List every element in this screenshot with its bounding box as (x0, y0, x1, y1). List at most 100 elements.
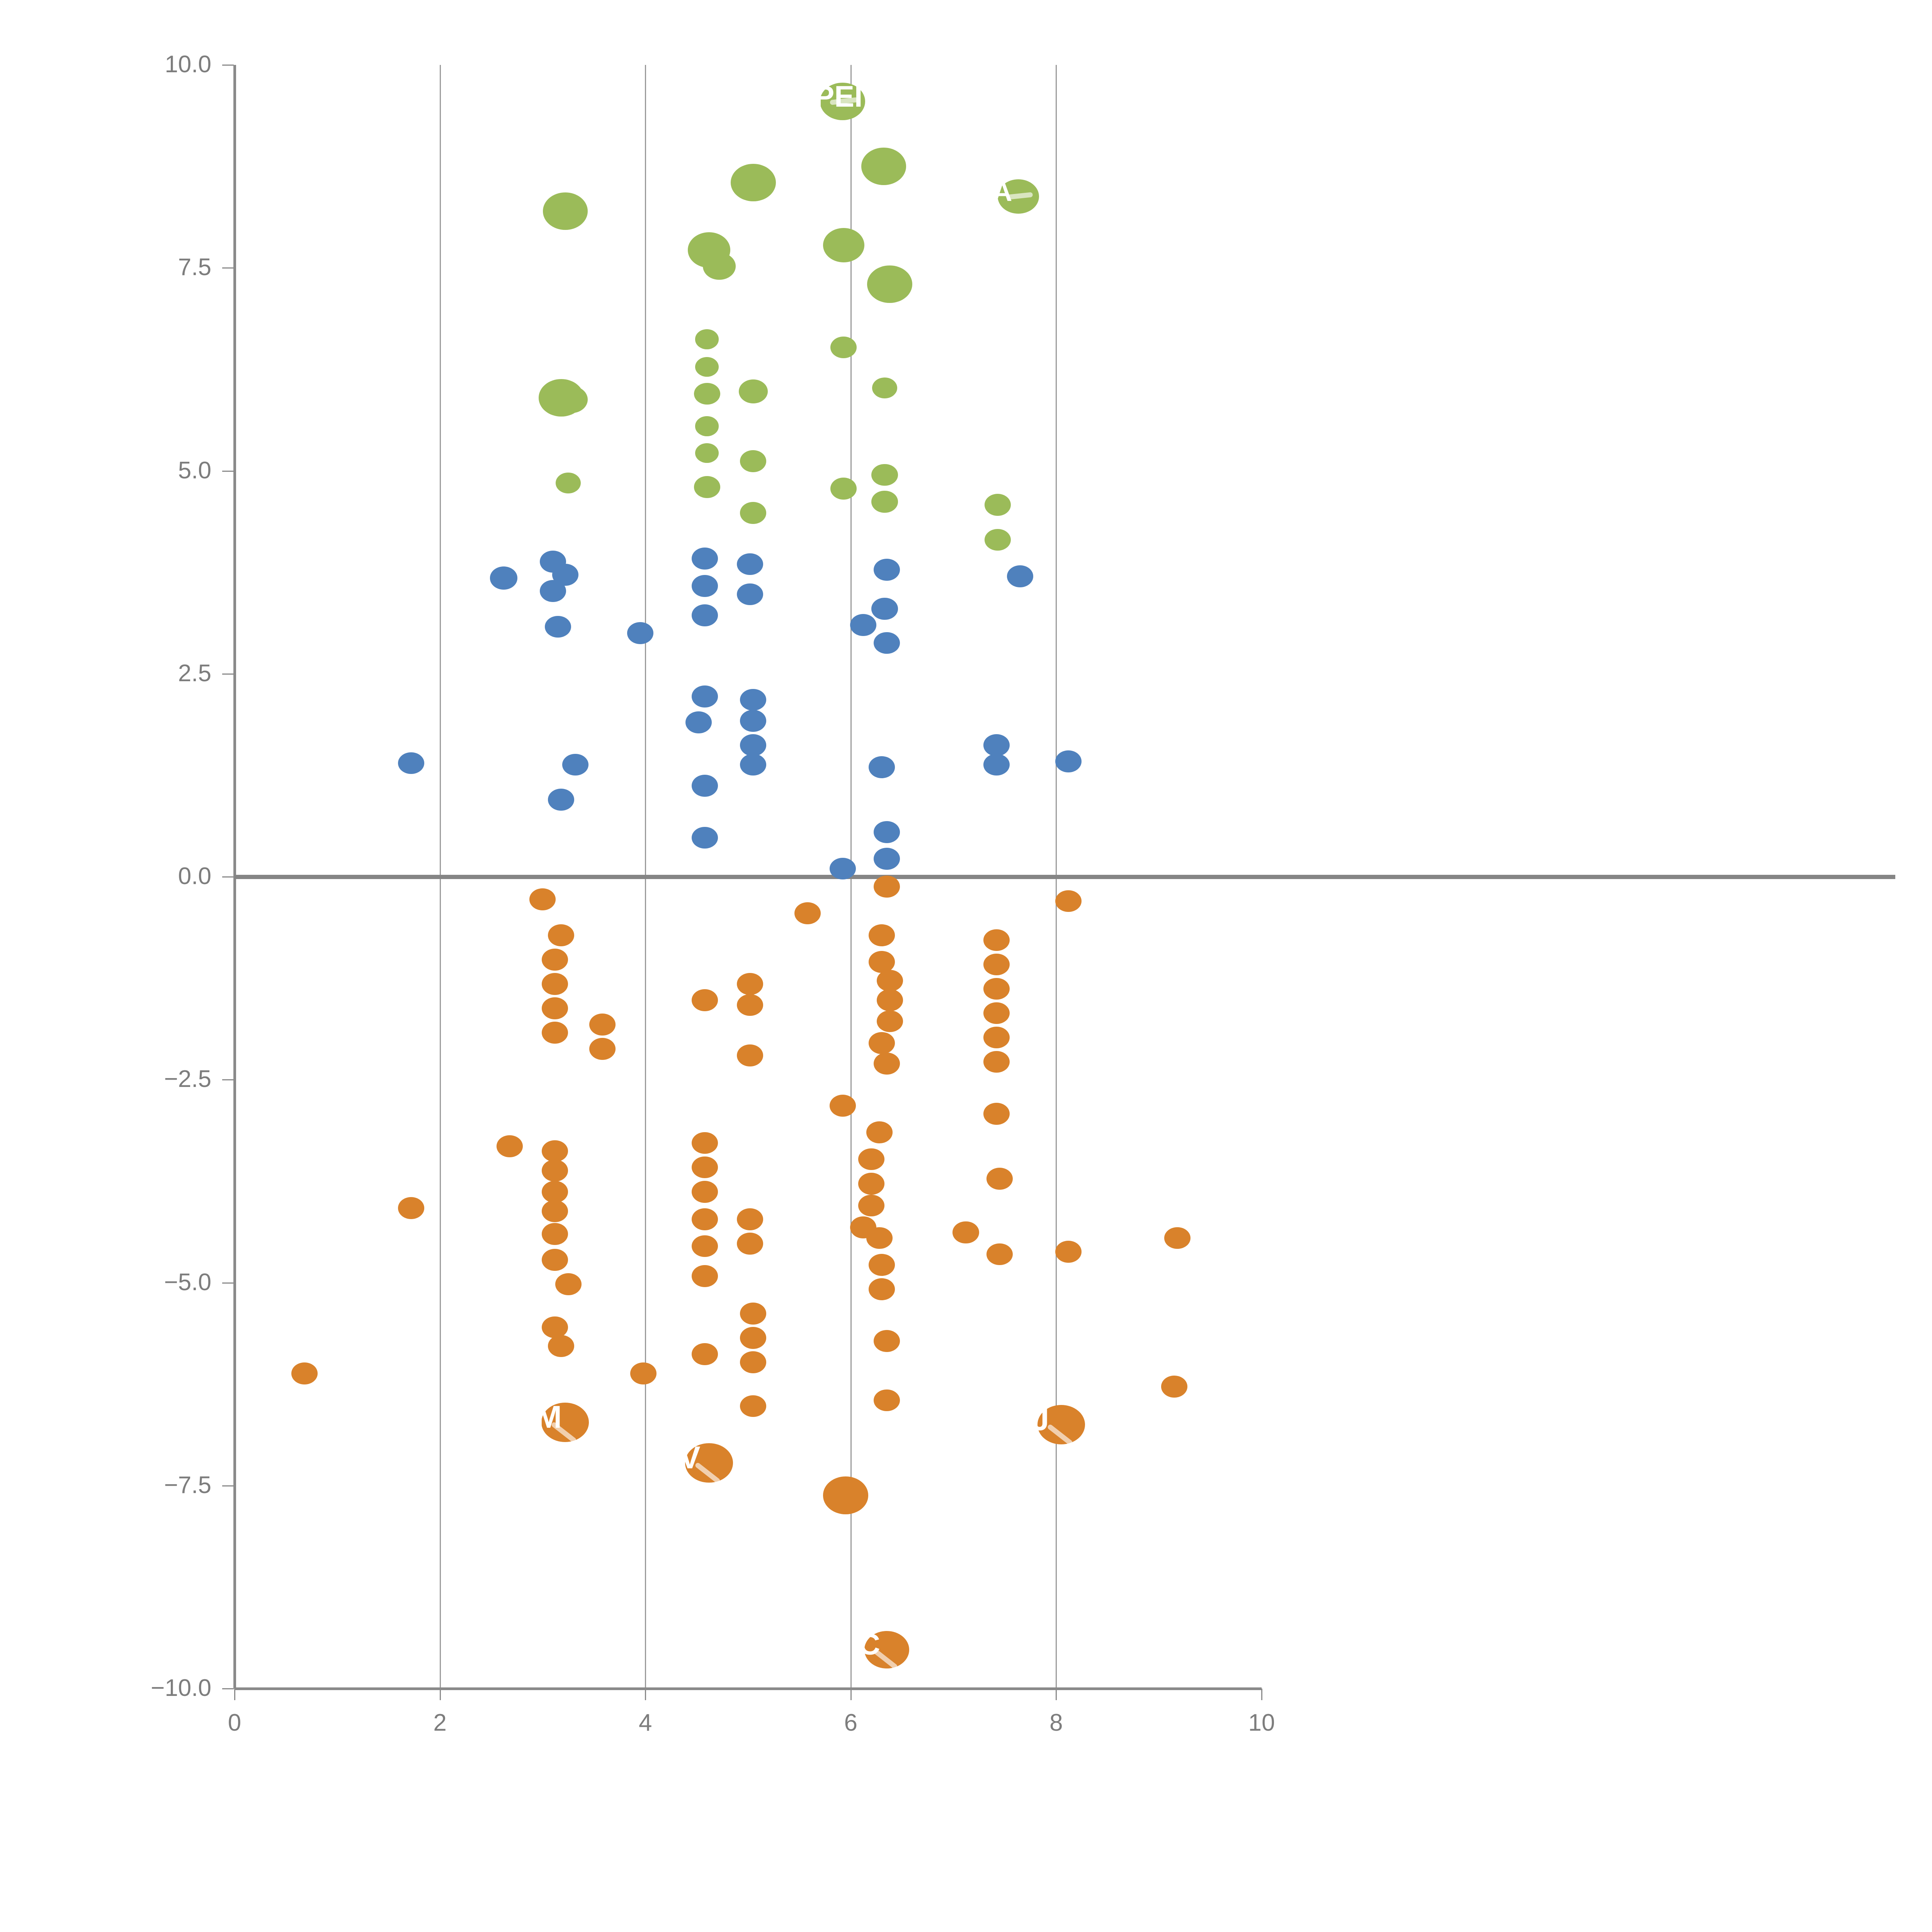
data-point (692, 1343, 718, 1365)
data-point (850, 614, 876, 636)
data-point (548, 789, 575, 811)
data-point (739, 379, 768, 403)
data-point (695, 329, 719, 349)
x-tick-3 (850, 1689, 852, 1700)
data-point (542, 997, 568, 1019)
data-point (983, 734, 1010, 756)
y-tick-5 (222, 1079, 234, 1081)
data-point (868, 1253, 895, 1276)
y-tick-4 (222, 876, 234, 878)
data-point (873, 632, 900, 654)
data-point (866, 1227, 893, 1249)
data-point (823, 228, 864, 262)
data-point (703, 252, 736, 280)
data-point (873, 875, 900, 898)
data-point (730, 164, 776, 202)
x-tick-label-2: 4 (638, 1709, 652, 1736)
data-point (692, 1180, 718, 1203)
data-point (627, 622, 653, 645)
data-point (398, 752, 425, 774)
x-tick-label-3: 6 (844, 1709, 858, 1736)
data-point (829, 857, 856, 880)
data-point (866, 1121, 893, 1144)
data-point (539, 580, 566, 602)
x-tick-label-1: 2 (433, 1709, 447, 1736)
data-point (873, 821, 900, 843)
data-point (868, 756, 895, 778)
data-point (737, 1044, 764, 1066)
data-point (868, 924, 895, 946)
data-point (983, 1051, 1010, 1073)
data-point (542, 1316, 568, 1338)
y-tick-0 (222, 65, 234, 66)
data-point (873, 559, 900, 581)
plot-points-area: PEI A M V J C (230, 58, 1273, 1704)
data-point (695, 443, 719, 463)
data-point (545, 616, 571, 638)
data-point (694, 476, 720, 498)
zero-reference-line (235, 875, 1895, 879)
data-point (398, 1197, 425, 1219)
data-point (542, 948, 568, 971)
data-point (868, 951, 895, 973)
data-point (986, 1168, 1013, 1190)
y-tick-label-7: −7.5 (164, 1471, 211, 1498)
data-point (692, 989, 718, 1011)
x-tick-0 (234, 1689, 235, 1700)
data-point (555, 1273, 582, 1296)
data-point (692, 1265, 718, 1287)
data-point (692, 1208, 718, 1230)
data-point (873, 1330, 900, 1352)
x-tick-label-0: 0 (228, 1709, 242, 1736)
y-tick-label-4: 0.0 (178, 863, 211, 889)
y-tick-6 (222, 1282, 234, 1284)
data-point (737, 1208, 764, 1230)
data-point (737, 583, 764, 605)
data-point (868, 1278, 895, 1300)
data-point (952, 1221, 979, 1243)
data-point (983, 978, 1010, 1000)
y-tick-label-5: −2.5 (164, 1066, 211, 1093)
data-point (562, 753, 589, 776)
data-point (291, 1362, 318, 1385)
x-axis-spine (235, 1687, 1262, 1690)
data-point (868, 1032, 895, 1054)
data-point (542, 1249, 568, 1271)
y-tick-label-8: −10.0 (151, 1675, 211, 1701)
data-point (692, 685, 718, 707)
data-point (490, 566, 518, 590)
data-point (542, 1160, 568, 1182)
data-point (873, 1052, 900, 1075)
y-tick-label-6: −5.0 (164, 1269, 211, 1296)
data-point (830, 336, 857, 359)
data-point (1007, 565, 1034, 587)
data-point (695, 357, 719, 377)
data-point (692, 1156, 718, 1179)
data-point (1161, 1376, 1188, 1398)
data-point (548, 1335, 575, 1357)
data-point (740, 1395, 767, 1417)
data-point (983, 753, 1010, 776)
data-point (740, 1327, 767, 1349)
y-tick-label-0: 10.0 (165, 51, 211, 78)
data-point (542, 1022, 568, 1044)
data-point (858, 1148, 884, 1170)
data-point (542, 973, 568, 995)
data-point (695, 416, 719, 436)
data-point (692, 604, 718, 626)
data-point (529, 888, 556, 911)
data-point (1055, 750, 1082, 772)
y-tick-3 (222, 673, 234, 675)
data-point (737, 553, 764, 575)
data-point (740, 753, 767, 776)
y-tick-label-2: 5.0 (178, 457, 211, 484)
data-point (871, 490, 898, 513)
data-point (694, 383, 720, 405)
data-point (983, 1103, 1010, 1125)
data-point (986, 1243, 1013, 1265)
data-point (737, 1233, 764, 1255)
y-tick-label-3: 2.5 (178, 660, 211, 687)
data-point (630, 1362, 656, 1385)
data-point (871, 598, 898, 620)
data-point (692, 575, 718, 597)
